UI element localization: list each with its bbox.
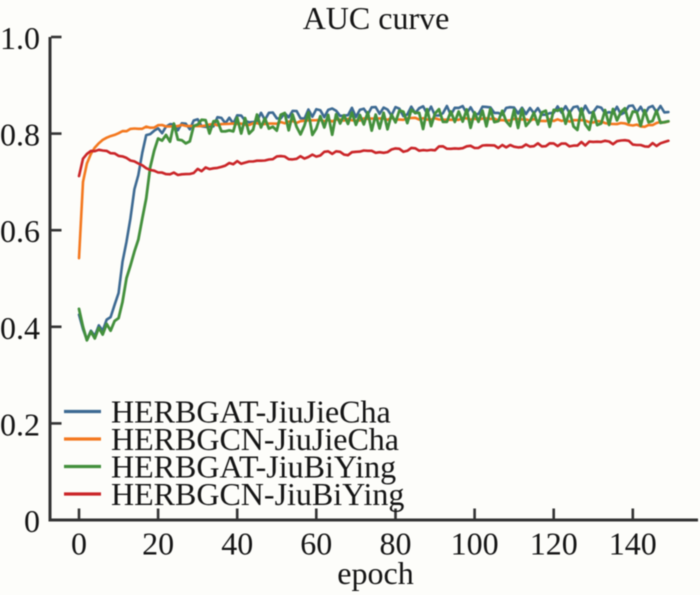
svg-text:HERBGCN-JiuBiYing: HERBGCN-JiuBiYing xyxy=(111,476,404,512)
svg-text:40: 40 xyxy=(221,526,253,562)
svg-text:0.6: 0.6 xyxy=(0,213,40,249)
svg-text:0.4: 0.4 xyxy=(0,310,40,346)
svg-text:0: 0 xyxy=(24,503,40,539)
svg-text:120: 120 xyxy=(530,526,578,562)
svg-text:HERBGAT-JiuJieCha: HERBGAT-JiuJieCha xyxy=(111,394,391,430)
svg-text:0.8: 0.8 xyxy=(0,117,40,153)
svg-text:20: 20 xyxy=(142,526,174,562)
svg-text:140: 140 xyxy=(609,526,657,562)
svg-text:100: 100 xyxy=(451,526,499,562)
svg-text:0: 0 xyxy=(71,526,87,562)
svg-text:AUC curve: AUC curve xyxy=(303,0,450,36)
svg-text:0.2: 0.2 xyxy=(0,406,40,442)
svg-text:80: 80 xyxy=(380,526,412,562)
svg-text:1.0: 1.0 xyxy=(0,20,40,56)
svg-text:60: 60 xyxy=(300,526,332,562)
svg-text:HERBGCN-JiuJieCha: HERBGCN-JiuJieCha xyxy=(111,421,399,457)
svg-text:HERBGAT-JiuBiYing: HERBGAT-JiuBiYing xyxy=(111,449,396,485)
svg-text:epoch: epoch xyxy=(337,555,413,591)
